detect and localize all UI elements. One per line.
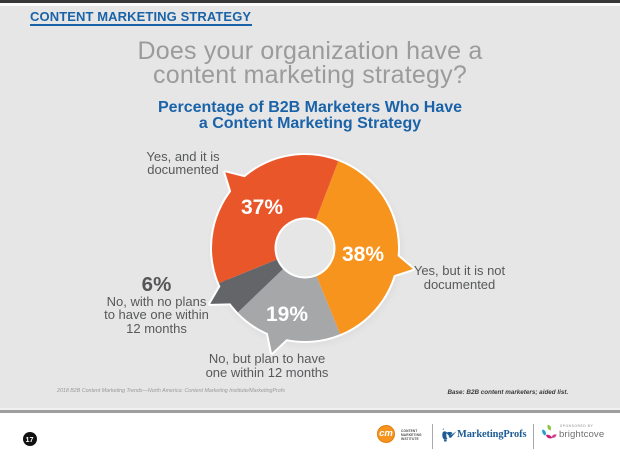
slide-bottom-edge-light bbox=[0, 408, 620, 410]
slice-value-documented: 37% bbox=[240, 196, 284, 219]
callout-not-documented-line1: Yes, but it is not bbox=[413, 263, 506, 278]
cmi-text-line1: CONTENT bbox=[401, 429, 418, 433]
slide-bottom-edge-dark bbox=[0, 410, 620, 413]
callout-not-documented-line2: documented bbox=[423, 276, 496, 292]
footer-background bbox=[0, 413, 620, 457]
source-note: 2018 B2B Content Marketing Trends—North … bbox=[57, 387, 285, 394]
title-line-1: Does your organization have a bbox=[137, 37, 483, 65]
slide-title: Does your organization have a content ma… bbox=[0, 37, 620, 89]
page-number-badge: 17 bbox=[22, 432, 37, 446]
callout-plan-line2: one within 12 months bbox=[205, 364, 329, 380]
callout-plan-line1: No, but plan to have bbox=[208, 351, 326, 366]
kicker-underline bbox=[30, 23, 252, 26]
chart-subtitle: Percentage of B2B Marketers Who Have a C… bbox=[0, 100, 620, 132]
brightcove-logo-text: brightcove bbox=[559, 428, 605, 440]
callout-no-plans-line1: No, with no plans bbox=[106, 293, 207, 309]
section-kicker: CONTENT MARKETING STRATEGY bbox=[30, 9, 252, 24]
cmi-text-line3: INSTITUTE bbox=[401, 437, 419, 442]
subtitle-line-1: Percentage of B2B Marketers Who Have bbox=[157, 99, 463, 116]
title-line-2: content marketing strategy? bbox=[153, 60, 467, 89]
callout-documented: Yes, and it is documented bbox=[146, 148, 220, 177]
marketingprofs-logo-text: MarketingProfs bbox=[457, 429, 527, 440]
slice-value-no-plans: 6% bbox=[141, 273, 172, 296]
brightcove-icon bbox=[542, 424, 557, 439]
subtitle-line-2: a Content Marketing Strategy bbox=[198, 115, 422, 132]
callout-plan: No, but plan to have one within 12 month… bbox=[206, 352, 329, 379]
brightcove-logo: SPONSORED BY brightcove bbox=[541, 422, 604, 449]
marketingprofs-bird-icon bbox=[442, 428, 457, 442]
cmi-text-line2: MARKETING bbox=[401, 433, 422, 438]
sponsored-by-label: SPONSORED BY bbox=[560, 423, 594, 428]
top-dark-bar bbox=[0, 0, 620, 3]
top-white-strip bbox=[0, 2, 620, 6]
footer-divider-2 bbox=[533, 424, 534, 449]
marketingprofs-logo: MarketingProfs bbox=[440, 428, 527, 448]
cmi-logo-icon: cm bbox=[377, 424, 395, 443]
callout-documented-line2: documented bbox=[147, 162, 219, 177]
slice-value-not-documented: 38% bbox=[341, 242, 385, 266]
callout-not-documented: Yes, but it is not documented bbox=[414, 264, 505, 291]
callout-documented-line1: Yes, and it is bbox=[146, 148, 220, 164]
base-note: Base: B2B content marketers; aided list. bbox=[447, 389, 569, 396]
callout-no-plans-line3: 12 months bbox=[126, 320, 187, 336]
cmi-logo-text: CONTENT MARKETING INSTITUTE bbox=[401, 429, 422, 442]
footer-divider-1 bbox=[432, 424, 433, 449]
callout-no-plans-line2: to have one within bbox=[104, 307, 209, 322]
slice-value-plan: 19% bbox=[265, 303, 309, 326]
callout-no-plans: 6% No, with no plans to have one within … bbox=[104, 273, 209, 336]
